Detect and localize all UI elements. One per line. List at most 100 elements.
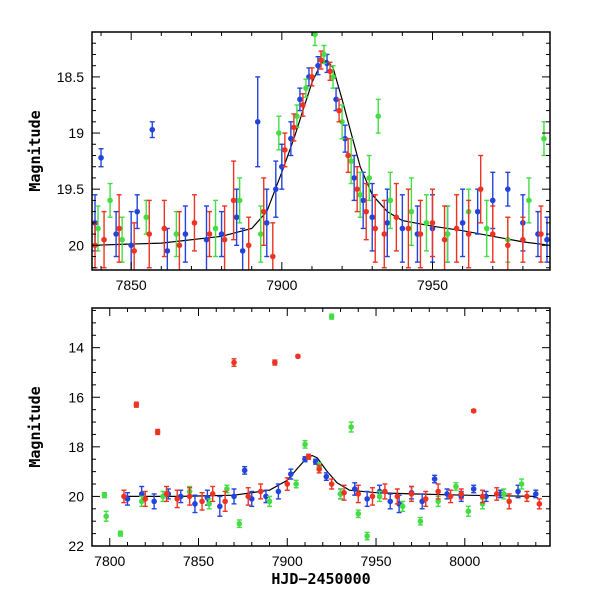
bottom-panel-series-0-point-28 (470, 484, 477, 494)
top-panel-series-2-point-30 (441, 205, 448, 270)
bottom-panel-x-tick-label: 7900 (272, 553, 303, 569)
top-panel-series-2-point-33 (477, 154, 484, 224)
top-panel-series-0-point-11 (239, 227, 246, 270)
bottom-panel-y-tick-label: 14 (68, 340, 84, 356)
top-panel-series-0-point-5 (149, 121, 156, 139)
bottom-panel-series-0-point-2 (151, 493, 157, 510)
bottom-panel-series-1-point-13 (328, 313, 335, 320)
bottom-panel-series-2-point-12 (257, 483, 264, 500)
bottom-panel-series-1-point-20 (417, 516, 424, 526)
bottom-panel-series-2-point-21 (369, 487, 376, 506)
top-panel-series-2-point-8 (206, 210, 213, 258)
bottom-panel-series-2-point-6 (186, 487, 193, 506)
bottom-panel-series-0-point-7 (217, 495, 223, 517)
bottom-panel-series-1-point-26 (518, 478, 525, 490)
top-panel-series-0-point-16 (288, 121, 294, 157)
bottom-panel-series-1-point-9 (266, 495, 273, 508)
bottom-panel-series-1-point-10 (293, 479, 299, 489)
bottom-panel-series-2-point-13 (272, 359, 278, 366)
top-panel-series-0-point-14 (273, 160, 279, 218)
top-panel-series-1-point-24 (483, 199, 490, 258)
bottom-panel-y-tick-label: 18 (68, 439, 84, 455)
top-panel-series-1-point-10 (303, 78, 309, 98)
top-panel-series-2-point-14 (282, 132, 288, 168)
bottom-panel-series-2-point-1 (133, 401, 140, 408)
top-panel-series-0-point-22 (342, 124, 348, 153)
top-panel-ticks-layer: 7850 7900 7950 18.5 19 19.5 20 (57, 31, 550, 293)
bottom-panel-series-2-point-24 (408, 485, 415, 503)
top-panel-series-2-point-32 (465, 199, 472, 269)
top-panel-series-2-point-25 (381, 199, 388, 269)
bottom-panel-series-2-point-18 (328, 478, 335, 490)
top-panel-series-2-point-34 (489, 205, 496, 263)
bottom-panel-series-0-point-18 (351, 482, 358, 496)
top-panel-frame (91, 31, 551, 271)
bottom-panel-y-axis-title: Magnitude (26, 386, 44, 467)
bottom-panel-series-1-point-2 (117, 530, 124, 537)
bottom-panel-series-0-point-16 (323, 472, 330, 482)
bottom-panel-series-1-point-15 (348, 421, 354, 433)
top-panel-series-1-point-14 (339, 104, 345, 140)
top-panel-series-2-point-17 (309, 67, 315, 87)
bottom-panel-series-0-point-13 (288, 468, 294, 480)
bottom-panel-x-tick-label: 8000 (449, 553, 480, 569)
top-panel-series-1-point-4 (173, 210, 180, 258)
bottom-panel-series-2-point-7 (199, 491, 205, 511)
top-panel-series-2-point-35 (505, 216, 511, 270)
bottom-panel-series-2-point-22 (382, 483, 388, 500)
top-panel-series-2-point-22 (354, 166, 360, 213)
bottom-panel-series-1-point-8 (236, 519, 243, 529)
bottom-panel-series-2-point-4 (163, 485, 170, 503)
top-panel-series-2-point-29 (429, 188, 436, 258)
bottom-panel-series-2-point-5 (174, 489, 181, 509)
bottom-panel-series-0-point-15 (312, 458, 319, 465)
bottom-panel-series-1-point-4 (160, 490, 166, 503)
bottom-panel-series-1-point-1 (103, 510, 110, 522)
bottom-panel-series-2-point-20 (355, 484, 362, 504)
top-panel-x-tick-label: 7850 (116, 277, 147, 293)
top-panel: 7850 7900 7950 18.5 19 19.5 20 Magnitude (26, 31, 551, 293)
top-panel-series-0-point-25 (369, 182, 376, 252)
top-panel-y-tick-label: 19 (68, 125, 84, 141)
top-panel-series-1-point-0 (95, 205, 101, 252)
bottom-panel-series-2-point-31 (493, 487, 500, 501)
bottom-panel-y-tick-label: 22 (68, 538, 84, 554)
bottom-panel-series-1-point-11 (302, 439, 308, 449)
top-panel-series-2-point-13 (269, 222, 276, 270)
bottom-panel-y-tick-label: 20 (68, 488, 84, 504)
top-panel-points-layer (92, 32, 550, 270)
bottom-panel-series-1-point-19 (399, 500, 406, 512)
top-panel-series-0-point-7 (182, 205, 189, 263)
top-panel-series-0-point-9 (218, 210, 225, 258)
bottom-panel-series-1-point-22 (453, 482, 459, 491)
bottom-panel-series-2-point-34 (536, 498, 543, 510)
top-panel-y-axis-title: Magnitude (26, 110, 44, 191)
top-panel-series-2-point-28 (417, 199, 424, 269)
top-panel-series-1-point-7 (257, 205, 264, 263)
bottom-panel-series-2-point-3 (154, 428, 161, 436)
top-panel-series-1-point-18 (375, 98, 382, 134)
top-panel-series-2-point-16 (300, 93, 306, 117)
top-panel-series-1-point-17 (366, 154, 373, 202)
top-panel-series-0-point-12 (254, 76, 261, 168)
top-panel-series-1-point-1 (107, 182, 113, 218)
bottom-panel-x-axis-title: HJD−2450000 (271, 570, 370, 588)
top-panel-series-2-point-18 (318, 50, 324, 70)
top-panel-series-0-point-32 (474, 188, 481, 235)
top-panel-series-1-point-9 (294, 104, 300, 129)
bottom-panel-series-2-point-33 (524, 490, 530, 503)
bottom-panel-series-2-point-26 (435, 483, 441, 500)
top-panel-series-0-point-2 (113, 210, 119, 258)
bottom-panel-series-0-point-8 (231, 488, 237, 505)
bottom-panel-ticks-layer: 7800 7850 7900 7950 8000 14 16 18 20 22 (68, 308, 550, 569)
top-panel-series-2-point-5 (161, 199, 168, 258)
top-panel-series-1-point-2 (119, 216, 125, 263)
bottom-panel-series-2-point-25 (422, 490, 429, 508)
bottom-panel-series-0-point-4 (177, 489, 184, 504)
top-panel-series-0-point-4 (134, 194, 140, 230)
bottom-panel-series-2-point-16 (305, 453, 312, 460)
top-panel-series-2-point-23 (363, 182, 369, 241)
bottom-panel-series-1-point-16 (355, 509, 362, 519)
top-panel-series-2-point-27 (405, 188, 412, 269)
